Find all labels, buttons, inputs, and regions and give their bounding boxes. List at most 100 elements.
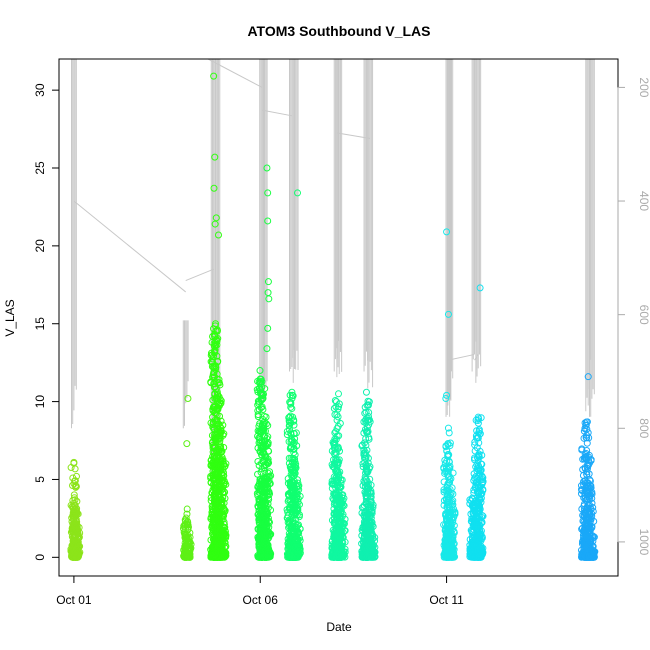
data-point — [261, 531, 269, 539]
data-point — [264, 509, 272, 517]
data-point — [292, 536, 300, 544]
data-point — [290, 417, 298, 425]
y2-tick-label: 600 — [637, 305, 650, 325]
data-point — [74, 529, 82, 537]
data-point — [292, 515, 300, 523]
data-point — [333, 458, 341, 466]
data-point — [266, 549, 274, 557]
data-point — [261, 519, 269, 527]
data-point — [219, 515, 227, 523]
data-point — [334, 461, 342, 469]
data-point — [183, 510, 191, 518]
data-point — [293, 502, 301, 510]
data-point — [211, 380, 219, 388]
data-point — [332, 468, 340, 476]
data-point — [294, 189, 302, 197]
series-5 — [328, 390, 349, 561]
altitude-series — [71, 58, 595, 486]
data-point — [210, 72, 218, 80]
data-point — [266, 468, 274, 476]
data-point — [216, 521, 224, 529]
data-point — [294, 543, 302, 551]
data-point — [72, 472, 80, 480]
data-point — [216, 412, 224, 420]
data-point — [254, 401, 262, 409]
data-point — [331, 451, 339, 459]
data-point — [213, 326, 221, 334]
series-1 — [180, 394, 195, 561]
data-point — [71, 523, 79, 531]
data-point — [219, 456, 227, 464]
data-point — [217, 477, 225, 485]
data-point — [258, 392, 266, 400]
data-point — [293, 511, 301, 519]
data-point — [184, 517, 192, 525]
y2-tick-label: 800 — [637, 418, 650, 438]
data-point — [265, 472, 273, 480]
data-point — [183, 534, 191, 542]
series-0 — [67, 458, 84, 561]
data-point — [285, 418, 293, 426]
altitude-line — [474, 354, 479, 361]
data-point — [291, 511, 299, 519]
data-point — [256, 367, 264, 375]
y2-tick-label: 200 — [637, 77, 650, 97]
data-point — [262, 541, 270, 549]
data-point — [293, 476, 301, 484]
data-point — [214, 398, 222, 406]
data-point — [215, 231, 223, 239]
data-point — [262, 539, 270, 547]
data-point — [262, 453, 270, 461]
data-point — [213, 405, 221, 413]
data-point — [254, 457, 262, 465]
data-point — [218, 508, 226, 516]
data-point — [182, 514, 190, 522]
y-tick-label: 25 — [33, 161, 47, 175]
data-point — [335, 432, 343, 440]
data-point — [184, 546, 192, 554]
data-point — [71, 465, 79, 473]
y-tick-label: 20 — [33, 239, 47, 253]
data-point — [257, 468, 265, 476]
x-tick-label: Oct 11 — [429, 593, 464, 607]
data-point — [72, 545, 80, 553]
data-point — [185, 538, 193, 546]
data-point — [330, 444, 338, 452]
series-3 — [253, 164, 275, 561]
data-point — [292, 464, 300, 472]
data-point — [71, 477, 79, 485]
data-point — [291, 520, 299, 528]
data-point — [263, 434, 271, 442]
data-point — [334, 405, 342, 413]
data-point — [262, 499, 270, 507]
data-point — [292, 495, 300, 503]
data-point — [216, 431, 224, 439]
data-point — [263, 481, 271, 489]
data-point — [185, 544, 193, 552]
data-point — [295, 513, 303, 521]
data-point — [217, 462, 225, 470]
data-point — [75, 533, 83, 541]
data-point — [214, 378, 222, 386]
data-point — [265, 491, 273, 499]
data-series — [67, 72, 599, 561]
data-point — [264, 531, 272, 539]
data-point — [212, 342, 220, 350]
data-point — [264, 189, 272, 197]
data-point — [263, 553, 271, 561]
data-point — [211, 347, 219, 355]
altitude-line — [207, 58, 263, 88]
data-point — [222, 480, 230, 488]
data-point — [296, 536, 304, 544]
data-point — [291, 543, 299, 551]
y2-tick-label: 1000 — [637, 529, 650, 556]
data-point — [261, 433, 269, 441]
data-point — [264, 217, 272, 225]
data-point — [210, 368, 218, 376]
data-point — [211, 349, 219, 357]
data-point — [210, 364, 218, 372]
data-point — [291, 553, 299, 561]
data-point — [259, 498, 267, 506]
data-point — [221, 462, 229, 470]
